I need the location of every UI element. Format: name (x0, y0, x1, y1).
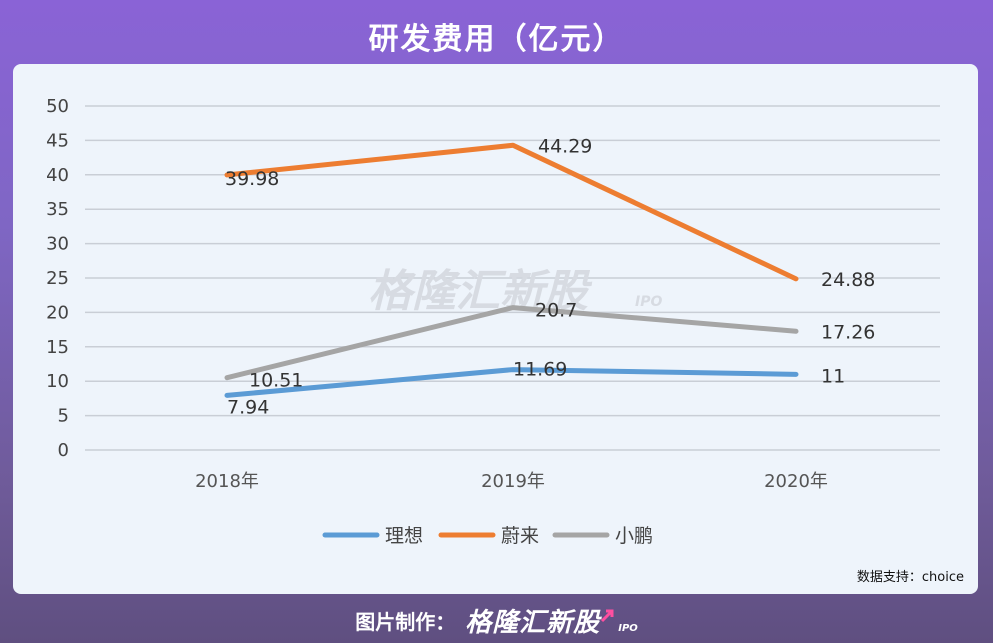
footer: 图片制作： 格隆汇新股 IPO (0, 602, 993, 638)
y-tick-label: 30 (46, 234, 69, 255)
legend-label: 蔚来 (501, 525, 539, 547)
data-label: 7.94 (227, 396, 269, 418)
legend-label: 理想 (385, 525, 423, 547)
series-line-3 (224, 305, 799, 381)
y-tick-label: 25 (46, 268, 69, 289)
x-tick-label: 2018年 (195, 471, 259, 492)
watermark: 格隆汇新股 (368, 266, 593, 317)
legend-label: 小鹏 (615, 525, 653, 547)
data-label: 10.51 (249, 370, 303, 392)
data-label: 11 (821, 365, 845, 387)
data-label: 20.7 (535, 300, 577, 322)
x-tick-label: 2020年 (764, 471, 828, 492)
y-tick-label: 20 (46, 302, 69, 323)
line-chart: 0 5 10 15 20 25 30 35 40 45 50 2018年 2019年 2020年 格隆汇新股… (46, 96, 940, 547)
y-tick-label: 0 (58, 440, 69, 461)
footer-made-by: 图片制作： (355, 609, 456, 634)
y-tick-label: 5 (58, 406, 69, 427)
chart-panel: 0 5 10 15 20 25 30 35 40 45 50 2018年 2019年 2020年 格隆汇新股… (13, 64, 978, 594)
data-label: 24.88 (821, 269, 875, 291)
arrow-up-right-icon (601, 609, 614, 623)
series-line-2 (224, 142, 799, 282)
watermark-ipo: IPO (635, 294, 662, 310)
data-label: 44.29 (538, 135, 592, 157)
footer-brand-logo: 格隆汇新股 (465, 607, 601, 638)
y-tick-label: 15 (46, 337, 69, 358)
data-label: 17.26 (821, 321, 875, 343)
data-label: 11.69 (513, 359, 567, 381)
y-tick-label: 45 (46, 130, 69, 151)
x-tick-label: 2019年 (481, 471, 545, 492)
y-tick-label: 10 (46, 371, 69, 392)
chart-title: 研发费用（亿元） (368, 22, 625, 57)
series-line-1 (224, 367, 799, 398)
y-tick-label: 35 (46, 199, 69, 220)
y-tick-label: 40 (46, 165, 69, 186)
footer-ipo: IPO (618, 622, 638, 634)
data-label: 39.98 (225, 168, 279, 190)
y-tick-label: 50 (46, 96, 69, 117)
data-source: 数据支持：choice (856, 570, 964, 585)
